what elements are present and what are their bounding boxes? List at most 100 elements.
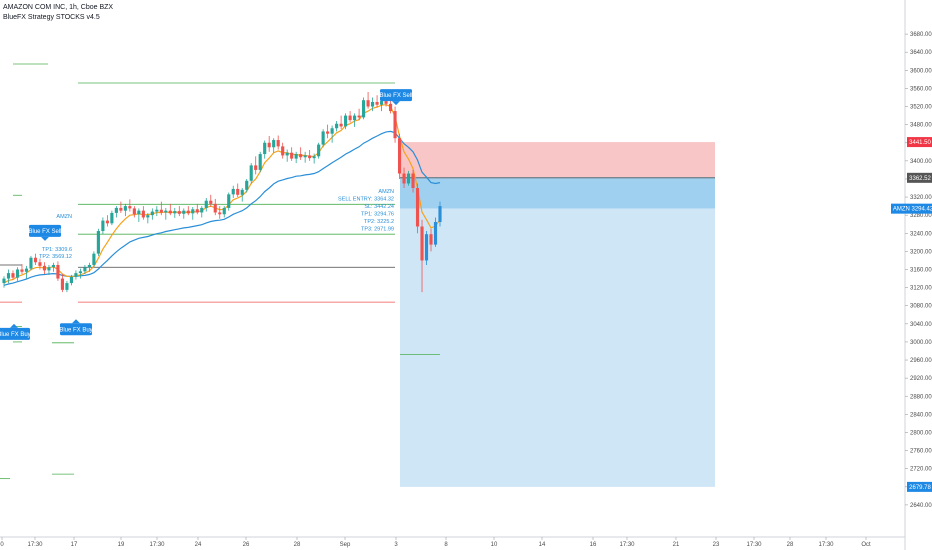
y-tick-label-16: 3040.00 bbox=[910, 322, 932, 328]
candle-body-46 bbox=[209, 200, 213, 204]
candle-body-81 bbox=[366, 100, 370, 107]
info-right-3: TP1: 3294.76 bbox=[361, 212, 394, 218]
candle-body-27 bbox=[123, 206, 127, 211]
y-tick-label-23: 2760.00 bbox=[910, 449, 932, 455]
candle-body-84 bbox=[379, 101, 384, 105]
info-left-2: TP2: 3569.12 bbox=[39, 254, 72, 260]
candle-body-60 bbox=[272, 140, 276, 148]
candle-body-67 bbox=[303, 155, 307, 158]
candle-body-62 bbox=[281, 146, 285, 156]
signal-label-2: Blue FX Buy bbox=[59, 327, 92, 333]
price-label-box-0 bbox=[907, 137, 932, 148]
candle-body-40 bbox=[182, 210, 186, 214]
y-tick-label-20: 2880.00 bbox=[910, 394, 932, 400]
candle-body-49 bbox=[222, 207, 226, 215]
chart-title: AMAZON COM INC, 1h, Cboe BZX bbox=[3, 4, 114, 11]
candle-body-77 bbox=[348, 115, 352, 121]
x-tick-label-4: 17:30 bbox=[149, 542, 165, 548]
price-axis[interactable]: 3680.00 3640.00 3600.00 3560.00 3520.00 3480.… bbox=[904, 0, 932, 550]
candle-body-53 bbox=[240, 189, 244, 195]
y-tick-label-18: 2960.00 bbox=[910, 358, 932, 364]
candle-body-2 bbox=[11, 273, 15, 278]
candle-body-8 bbox=[38, 262, 42, 266]
candle-body-12 bbox=[56, 264, 60, 279]
candle-body-89 bbox=[402, 173, 406, 184]
candle-body-34 bbox=[155, 209, 159, 212]
y-tick-label-7: 3400.00 bbox=[910, 159, 932, 165]
candle-body-58 bbox=[263, 142, 267, 155]
price-label-box-2 bbox=[891, 203, 932, 214]
y-tick-label-9: 3320.00 bbox=[910, 195, 932, 201]
x-tick-label-15: 21 bbox=[673, 542, 680, 548]
y-tick-label-14: 3120.00 bbox=[910, 286, 932, 292]
candle-body-13 bbox=[60, 278, 65, 290]
x-tick-label-11: 10 bbox=[491, 542, 498, 548]
y-tick-label-1: 3640.00 bbox=[910, 50, 932, 56]
level-lines bbox=[0, 63, 440, 480]
candle-body-47 bbox=[213, 203, 217, 213]
candle-body-7 bbox=[33, 257, 38, 263]
candle-body-5 bbox=[24, 268, 29, 272]
price-label-0: 3441.50 bbox=[909, 140, 931, 146]
time-axis[interactable]: 0 17:30 17 19 17:30 24 26 28 Sep 3 8 10 14 16 17:30 21 2… bbox=[0, 536, 905, 548]
stop-loss-zone bbox=[400, 142, 715, 178]
candle-body-45 bbox=[204, 200, 208, 208]
signal-label-3: Blue FX Sell bbox=[379, 93, 412, 99]
candle-body-21 bbox=[96, 231, 100, 254]
candle-body-80 bbox=[362, 100, 366, 118]
y-tick-label-13: 3160.00 bbox=[910, 268, 932, 274]
candle-body-73 bbox=[330, 128, 334, 134]
price-labels: 3441.50 3362.52 AMZN 3294.42 2679.78 bbox=[891, 137, 932, 492]
x-tick-label-14: 17:30 bbox=[619, 542, 635, 548]
candle-body-33 bbox=[150, 211, 154, 216]
y-tick-label-4: 3520.00 bbox=[910, 105, 932, 111]
candle-body-92 bbox=[415, 188, 420, 227]
candle-body-59 bbox=[267, 142, 271, 148]
candle-body-78 bbox=[353, 115, 357, 121]
y-tick-label-0: 3680.00 bbox=[910, 32, 932, 38]
indicator-name: BlueFX Strategy STOCKS v4.5 bbox=[3, 14, 100, 21]
candle-body-86 bbox=[388, 103, 393, 112]
x-tick-label-5: 24 bbox=[195, 542, 202, 548]
signal-sell-3: Blue FX Sell bbox=[379, 89, 413, 106]
target-zone bbox=[400, 208, 715, 487]
candle-body-11 bbox=[51, 264, 56, 268]
candle-body-6 bbox=[29, 257, 33, 269]
candle-body-68 bbox=[308, 155, 312, 159]
candle-body-18 bbox=[83, 267, 87, 272]
candle-body-96 bbox=[433, 221, 438, 245]
candle-body-19 bbox=[87, 264, 91, 268]
x-tick-label-1: 17:30 bbox=[27, 542, 43, 548]
y-tick-label-19: 2920.00 bbox=[910, 376, 932, 382]
candle-body-41 bbox=[186, 210, 190, 214]
candle-body-76 bbox=[344, 115, 348, 127]
info-left-1: TP1: 3309.6 bbox=[42, 247, 72, 253]
candle-body-61 bbox=[276, 140, 280, 147]
signal-buy-0: Blue FX Buy bbox=[0, 323, 31, 340]
candle-body-39 bbox=[177, 211, 181, 214]
info-right-0: AMZN bbox=[378, 189, 394, 195]
signal-labels: Blue FX Buy Blue FX Sell Blue FX Buy Blue F… bbox=[0, 89, 413, 340]
candle-body-38 bbox=[173, 211, 177, 214]
candle-body-17 bbox=[78, 271, 82, 274]
info-left-0: AMZN bbox=[56, 214, 72, 220]
x-tick-label-8: Sep bbox=[340, 542, 351, 548]
candle-body-4 bbox=[20, 269, 24, 272]
candle-body-69 bbox=[312, 156, 316, 159]
x-tick-label-10: 8 bbox=[444, 542, 448, 548]
x-tick-label-13: 16 bbox=[590, 542, 597, 548]
candle-body-10 bbox=[47, 267, 51, 271]
candle-body-22 bbox=[101, 220, 105, 232]
candle-body-20 bbox=[92, 253, 96, 265]
info-right-5: TP3: 2971.99 bbox=[361, 227, 394, 233]
candle-body-88 bbox=[397, 138, 402, 174]
candle-body-29 bbox=[132, 208, 136, 215]
x-tick-label-7: 28 bbox=[294, 542, 301, 548]
candle-body-97 bbox=[438, 206, 442, 222]
candle-body-26 bbox=[119, 207, 123, 211]
candle-body-79 bbox=[357, 115, 361, 118]
x-tick-label-18: 28 bbox=[787, 542, 794, 548]
x-tick-label-19: 17:30 bbox=[818, 542, 834, 548]
